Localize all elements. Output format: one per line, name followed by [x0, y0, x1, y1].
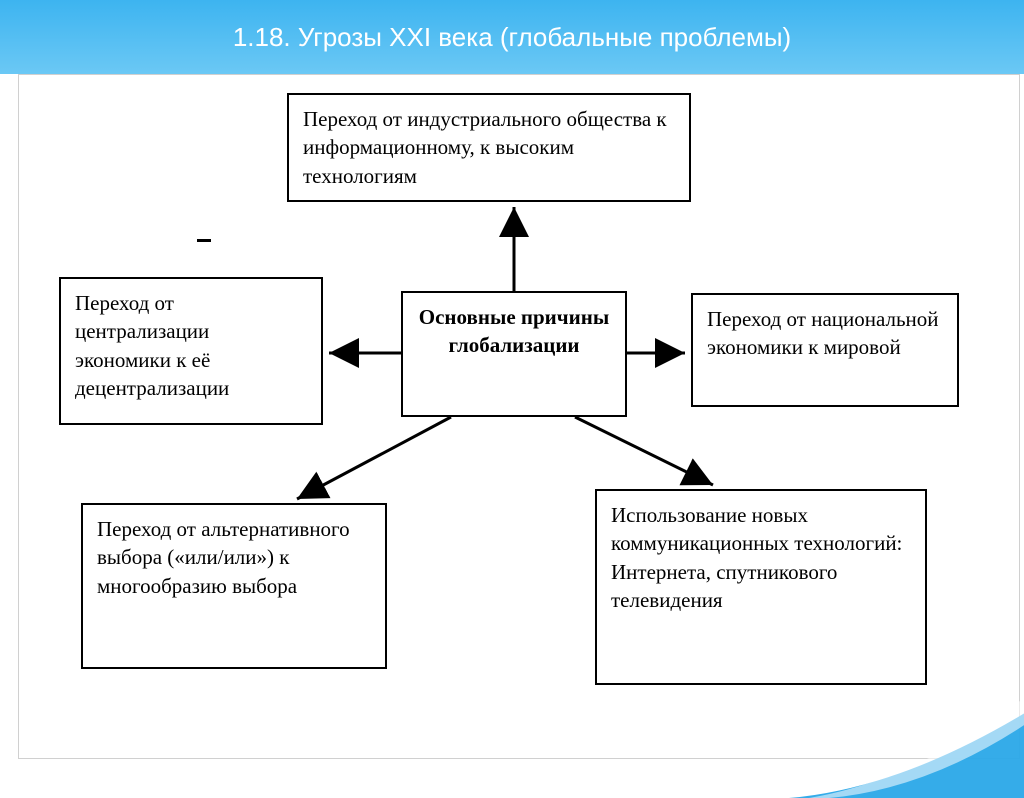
node-bottom-right: Использование новых коммуникационных тех… — [595, 489, 927, 685]
node-top: Переход от индустриального общества к ин… — [287, 93, 691, 202]
arrow-down-left — [297, 417, 451, 499]
node-left: Переход от централизации экономики к её … — [59, 277, 323, 425]
arrow-down-right — [575, 417, 713, 485]
node-center: Основные причины глобализации — [401, 291, 627, 417]
stray-dash — [197, 239, 211, 242]
header-band: 1.18. Угрозы XXI века (глобальные пробле… — [0, 0, 1024, 74]
page-title: 1.18. Угрозы XXI века (глобальные пробле… — [233, 22, 791, 53]
content-frame: Переход от индустриального общества к ин… — [18, 74, 1020, 759]
node-bottom-left: Переход от альтернативного выбора («или/… — [81, 503, 387, 669]
diagram-canvas: Переход от индустриального общества к ин… — [19, 75, 1019, 758]
node-right: Переход от национальной экономики к миро… — [691, 293, 959, 407]
